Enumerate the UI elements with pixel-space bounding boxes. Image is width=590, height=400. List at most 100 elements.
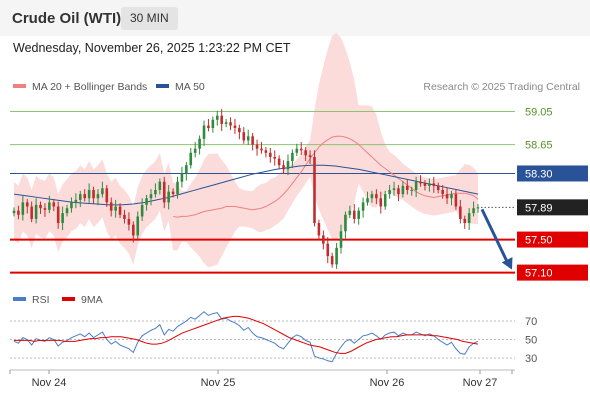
candle-body (215, 115, 219, 120)
candle-body (12, 210, 16, 214)
candle-body (472, 208, 475, 214)
candle-body (344, 214, 347, 232)
candle-body (304, 150, 307, 156)
candle-body (264, 150, 268, 153)
candle-body (255, 144, 259, 149)
candle-body (34, 204, 38, 219)
candle-body (229, 122, 232, 126)
x-tick-label: Nov 24 (32, 377, 67, 389)
candle-body (30, 206, 33, 219)
candle-body (17, 210, 20, 215)
candle-body (202, 125, 206, 139)
candle-body (92, 190, 95, 199)
candle-body (322, 235, 325, 244)
candle-body (65, 208, 69, 214)
level-label-57.50: 57.50 (525, 235, 553, 247)
candle-body (330, 256, 334, 265)
candle-body (286, 161, 290, 170)
projection-arrow-head (501, 257, 513, 270)
candle-body (158, 181, 162, 190)
candle-body (21, 202, 25, 215)
candle-body (436, 185, 440, 190)
candle-body (423, 183, 427, 186)
candle-body (379, 198, 383, 207)
legend-swatch (156, 84, 169, 88)
level-label-57.10: 57.10 (525, 268, 553, 280)
candle-body (295, 148, 299, 153)
candle-body (260, 148, 263, 151)
candle-body (459, 206, 462, 219)
level-tag-57.10 (517, 264, 588, 281)
candle-body (198, 138, 201, 149)
candle-body (109, 202, 113, 211)
last-price-label: 57.89 (525, 202, 553, 214)
rsi-legend-swatch (62, 297, 75, 301)
x-tick-label: Nov 27 (463, 377, 498, 389)
bollinger-band (14, 32, 478, 268)
candle-body (277, 158, 281, 166)
x-tick-label: Nov 26 (370, 377, 405, 389)
candle-body (401, 185, 405, 195)
candle-body (335, 247, 338, 265)
candle-body (180, 173, 184, 182)
candle-body (419, 181, 422, 184)
rsi-legend-swatch (13, 297, 26, 301)
candle-body (56, 206, 60, 224)
candle-body (370, 194, 374, 199)
candle-body (383, 194, 387, 207)
candle-body (445, 194, 449, 199)
ma20-line (172, 135, 479, 218)
rsi-level-label: 70 (525, 316, 537, 328)
candle-body (149, 194, 153, 199)
candle-body (136, 216, 140, 236)
candle-body (397, 188, 400, 195)
candle-body (414, 181, 418, 190)
candle-body (352, 210, 356, 219)
candle-body (366, 198, 369, 203)
candle-body (132, 224, 135, 236)
candle-body (246, 136, 250, 141)
candle-body (269, 152, 272, 157)
candle-body (326, 243, 330, 257)
candle-body (83, 194, 87, 199)
candle-body (61, 213, 64, 224)
candle-body (96, 194, 100, 199)
candle-body (251, 136, 254, 145)
candle-body (339, 231, 343, 248)
candle-body (207, 125, 210, 129)
candle-body (176, 181, 179, 195)
candle-body (39, 204, 42, 209)
candle-body (154, 190, 157, 195)
timestamp: Wednesday, November 26, 2025 1:23:22 PM … (13, 41, 291, 55)
candle-body (193, 148, 197, 153)
legend-label: MA 50 (175, 81, 205, 93)
candle-body (291, 152, 294, 162)
candle-body (162, 181, 166, 203)
candle-body (450, 194, 453, 199)
candle-body (428, 183, 431, 186)
candle-body (127, 218, 131, 225)
candle-body (405, 185, 409, 190)
candle-body (299, 148, 303, 151)
candle-body (273, 156, 277, 159)
candle-body (317, 223, 321, 236)
candle-body (171, 191, 175, 195)
candle-body (357, 210, 360, 219)
candle-body (432, 183, 436, 186)
candle-body (467, 213, 471, 224)
candle-body (123, 214, 126, 219)
candle-body (388, 190, 391, 195)
candle-body (211, 119, 215, 129)
candle-body (224, 122, 228, 124)
candle-body (375, 194, 378, 199)
timeframe-badge[interactable]: 30 MIN (121, 7, 178, 30)
candle-body (308, 155, 312, 157)
x-tick-label: Nov 25 (201, 377, 236, 389)
candle-body (392, 188, 396, 190)
level-tag-57.50 (517, 231, 588, 248)
candle-body (233, 125, 237, 129)
candle-body (185, 165, 188, 174)
candle-body (220, 115, 223, 124)
projection-arrow-shaft (480, 208, 510, 265)
